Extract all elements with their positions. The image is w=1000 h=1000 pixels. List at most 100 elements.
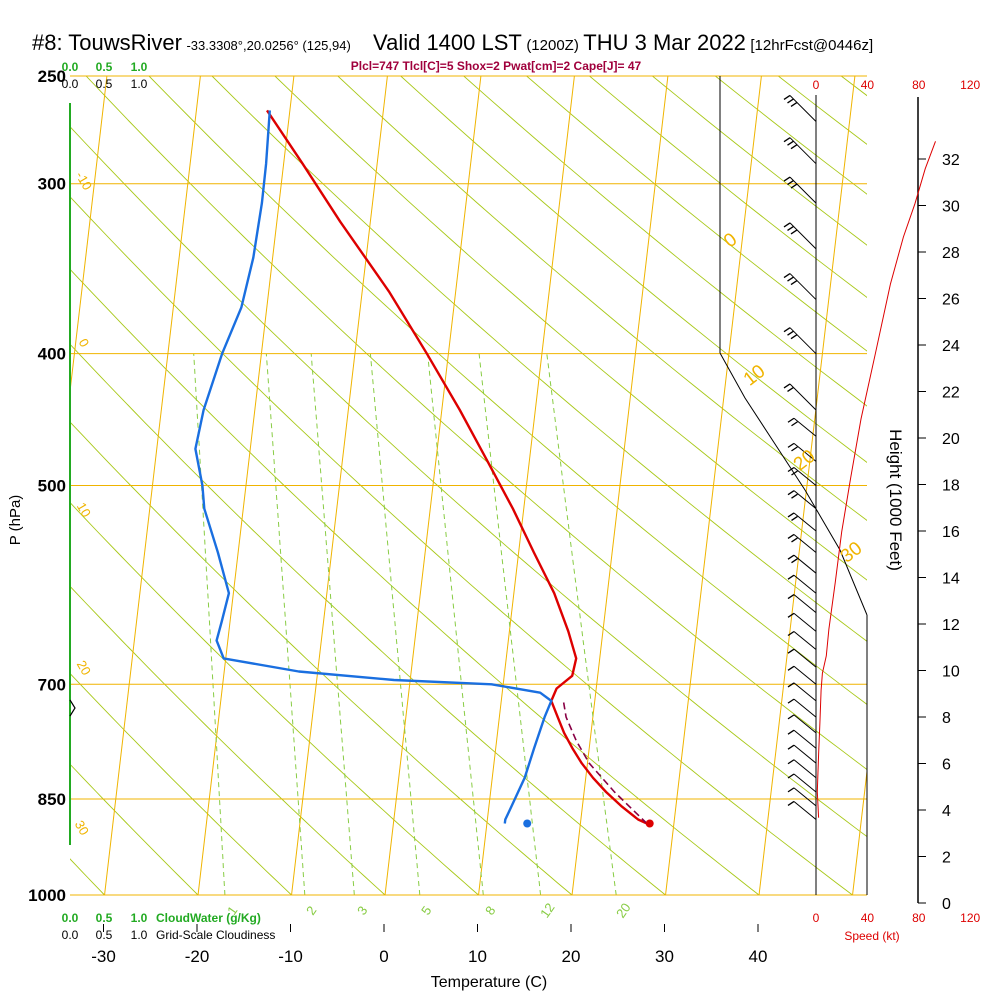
wind-barb bbox=[787, 787, 817, 807]
wind-barb-staff bbox=[789, 137, 817, 165]
wind-barb-staff bbox=[793, 554, 817, 574]
wind-barb-flag bbox=[787, 466, 795, 473]
chart-axes: -30 -20 -10 0 10 20 30 402503004005007008501000… bbox=[28, 60, 980, 966]
wind-barb-staff bbox=[789, 176, 817, 204]
height-tick-label: 0 bbox=[942, 896, 951, 913]
wind-barb-staff bbox=[793, 801, 817, 820]
wind-barb bbox=[787, 759, 817, 779]
wind-barb-flag bbox=[787, 574, 795, 580]
wind-barb-staff bbox=[793, 698, 817, 718]
height-tick-label: 30 bbox=[942, 199, 960, 216]
height-tick-label: 10 bbox=[942, 664, 960, 681]
wind-barb-flag bbox=[787, 512, 795, 518]
speed-tick-top: 40 bbox=[861, 78, 875, 92]
wind-barb-flag bbox=[783, 94, 791, 101]
wind-barb bbox=[787, 630, 817, 650]
zulu-time: (1200Z) bbox=[526, 37, 579, 54]
surface-temperature-point bbox=[645, 819, 654, 828]
wind-barb bbox=[787, 442, 817, 462]
dewpoint-line bbox=[194, 110, 553, 824]
temperature-line bbox=[266, 109, 648, 825]
y-axis-label: P (hPa) bbox=[7, 495, 24, 546]
wind-barb-flag bbox=[787, 554, 795, 560]
sounding-stats: Plcl=747 Tlcl[C]=5 Shox=2 Pwat[cm]=2 Cap… bbox=[351, 59, 642, 73]
wind-barb bbox=[787, 729, 817, 749]
wind-barb bbox=[783, 176, 817, 204]
wind-barb-flag bbox=[787, 729, 795, 735]
height-tick-label: 6 bbox=[942, 757, 951, 774]
wind-barb-staff bbox=[789, 383, 817, 411]
wind-barb bbox=[783, 383, 817, 411]
wind-barb-flag bbox=[790, 101, 798, 108]
mixing-ratio-label: 3 bbox=[354, 903, 370, 918]
dry-adiabat-line bbox=[85, 76, 867, 771]
chart-series bbox=[194, 109, 936, 828]
wind-barb-flag bbox=[787, 386, 794, 393]
x-tick-label: 20 bbox=[562, 947, 581, 966]
cloud-water-tick-top: 0.0 bbox=[62, 60, 79, 74]
cloud-water-tick-bottom: 0.0 bbox=[62, 911, 79, 925]
height-tick-label: 26 bbox=[942, 292, 960, 309]
wind-barb-flag bbox=[787, 594, 795, 600]
cloudiness-tick-bottom: 0.0 bbox=[62, 928, 79, 942]
wind-barb-flag bbox=[787, 98, 794, 104]
wind-barb-staff bbox=[793, 682, 817, 702]
wind-barb-staff bbox=[793, 490, 817, 510]
mixing-ratio-label: 8 bbox=[482, 903, 498, 918]
forecast-label: [12hrFcst@0446z] bbox=[750, 37, 874, 54]
station-coords: -33.3308°,20.0256° (125,94) bbox=[186, 38, 351, 53]
x-tick-label: 30 bbox=[655, 947, 674, 966]
wind-barb-flag bbox=[787, 648, 795, 654]
wind-barb bbox=[787, 417, 817, 437]
x-tick-label: 10 bbox=[468, 947, 487, 966]
wind-barb-flag bbox=[790, 144, 798, 150]
height-tick-label: 4 bbox=[942, 803, 951, 820]
wind-barb-flag bbox=[791, 515, 798, 522]
wind-barb-staff bbox=[793, 574, 817, 594]
wind-barb-staff bbox=[793, 442, 817, 462]
x-tick-label: -10 bbox=[278, 947, 303, 966]
wind-barb-flag bbox=[787, 533, 795, 539]
wind-barb-flag bbox=[791, 470, 798, 476]
wind-barb-staff bbox=[793, 467, 817, 486]
valid-date: THU 3 Mar 2022 bbox=[583, 30, 746, 55]
wind-barb-flag bbox=[787, 330, 794, 336]
wind-barb-staff bbox=[793, 714, 817, 734]
wind-barb-flag bbox=[783, 273, 791, 279]
wind-barb-staff bbox=[793, 773, 817, 793]
wind-barb-flag bbox=[790, 280, 798, 286]
wind-barb-staff bbox=[789, 327, 817, 355]
isotherm-label: 10 bbox=[74, 500, 94, 520]
wind-barb-flag bbox=[787, 490, 795, 496]
wind-barb bbox=[787, 714, 817, 734]
cloud-water-tick-top: 0.5 bbox=[96, 60, 113, 74]
isotherm-label: 30 bbox=[837, 538, 867, 568]
height-axis-label: Height (1000 Feet) bbox=[886, 429, 905, 571]
isotherm-label: -10 bbox=[73, 169, 95, 193]
mixing-ratio-line bbox=[369, 353, 421, 896]
wind-barb-flag bbox=[787, 787, 795, 793]
wind-barb-staff bbox=[793, 417, 817, 437]
wind-barb-flag bbox=[787, 682, 795, 688]
height-tick-label: 28 bbox=[942, 245, 960, 262]
speed-tick-top: 0 bbox=[813, 78, 820, 92]
speed-tick-top: 80 bbox=[912, 78, 926, 92]
x-axis-label: Temperature (C) bbox=[431, 974, 547, 991]
dry-adiabat-line bbox=[148, 76, 867, 706]
pressure-tick-label: 850 bbox=[38, 790, 66, 809]
chart-header: #8: TouwsRiver -33.3308°,20.0256° (125,9… bbox=[32, 30, 873, 56]
mixing-ratio-label: 20 bbox=[613, 900, 634, 920]
cloud-water-tick-bottom: 0.5 bbox=[96, 911, 113, 925]
height-tick-label: 2 bbox=[942, 850, 951, 867]
wind-barb-flag bbox=[783, 327, 791, 333]
height-tick-label: 12 bbox=[942, 617, 960, 634]
isotherm-label: 30 bbox=[72, 818, 92, 838]
wind-barb bbox=[787, 682, 817, 702]
wind-barb bbox=[787, 698, 817, 718]
wind-barb-flag bbox=[783, 176, 791, 182]
dry-adiabat-line bbox=[70, 126, 867, 838]
pressure-tick-label: 250 bbox=[38, 67, 66, 86]
skew-isotherm-line bbox=[70, 76, 108, 396]
wind-barb-staff bbox=[793, 744, 817, 764]
wind-barb bbox=[787, 800, 817, 820]
